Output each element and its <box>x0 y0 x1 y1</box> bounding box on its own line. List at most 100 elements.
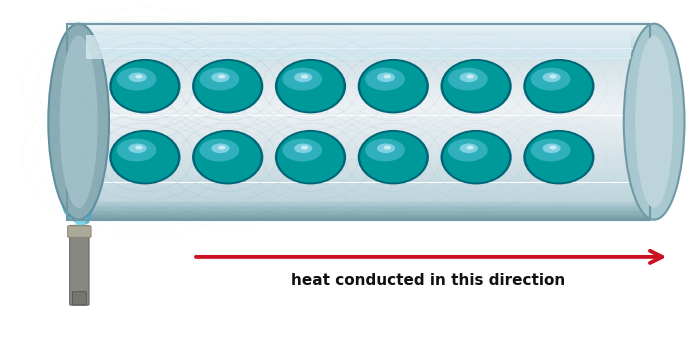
Bar <box>68 116 650 118</box>
Ellipse shape <box>549 75 557 79</box>
Ellipse shape <box>360 132 426 183</box>
Bar <box>68 135 650 138</box>
Bar <box>68 163 650 165</box>
Ellipse shape <box>440 59 512 114</box>
Bar <box>68 83 650 86</box>
Bar <box>68 91 650 93</box>
Bar <box>68 195 650 197</box>
Bar <box>68 215 650 217</box>
Bar <box>68 205 650 207</box>
Ellipse shape <box>275 130 346 185</box>
Bar <box>68 103 650 105</box>
Ellipse shape <box>135 146 143 149</box>
Ellipse shape <box>192 130 264 185</box>
Ellipse shape <box>48 24 109 220</box>
Ellipse shape <box>466 75 474 79</box>
Ellipse shape <box>109 130 181 185</box>
Bar <box>68 66 650 68</box>
Bar <box>68 153 650 155</box>
Bar <box>68 160 650 163</box>
Bar <box>68 101 650 103</box>
Bar <box>68 185 650 188</box>
Bar <box>68 158 650 160</box>
FancyBboxPatch shape <box>68 226 91 237</box>
Bar <box>68 190 650 192</box>
Ellipse shape <box>211 72 230 82</box>
Ellipse shape <box>531 68 571 91</box>
Ellipse shape <box>448 139 488 162</box>
Bar <box>68 210 650 212</box>
Ellipse shape <box>448 68 488 91</box>
Bar <box>68 125 650 128</box>
Ellipse shape <box>275 59 346 114</box>
Ellipse shape <box>117 139 157 162</box>
Bar <box>68 145 650 148</box>
Ellipse shape <box>301 75 308 79</box>
Bar <box>68 46 650 48</box>
Ellipse shape <box>282 68 322 91</box>
Bar <box>68 212 650 215</box>
Ellipse shape <box>384 75 391 79</box>
Bar <box>86 35 631 59</box>
Bar <box>68 192 650 195</box>
Ellipse shape <box>211 143 230 153</box>
Bar <box>68 73 650 76</box>
Ellipse shape <box>377 72 395 82</box>
Bar <box>68 26 650 29</box>
Ellipse shape <box>624 24 684 220</box>
Bar <box>68 155 650 158</box>
Bar <box>68 53 650 56</box>
Bar <box>68 31 650 33</box>
Bar <box>68 64 650 66</box>
Bar <box>68 61 650 63</box>
Ellipse shape <box>199 139 239 162</box>
Bar <box>68 111 650 113</box>
Bar <box>68 29 650 31</box>
Bar <box>68 168 650 170</box>
Bar <box>68 96 650 98</box>
Bar <box>68 120 650 123</box>
Bar <box>68 108 650 111</box>
Polygon shape <box>57 145 95 226</box>
Ellipse shape <box>218 75 226 79</box>
Bar <box>68 24 650 220</box>
Bar <box>68 183 650 185</box>
Bar <box>68 128 650 130</box>
Bar <box>68 39 650 41</box>
Ellipse shape <box>384 146 391 149</box>
Bar <box>68 150 650 153</box>
Ellipse shape <box>377 143 395 153</box>
Ellipse shape <box>218 146 226 149</box>
Bar <box>68 138 650 140</box>
Bar <box>68 49 650 51</box>
Ellipse shape <box>365 139 405 162</box>
Ellipse shape <box>282 139 322 162</box>
Bar <box>68 105 650 108</box>
Bar <box>68 86 650 88</box>
Ellipse shape <box>460 143 478 153</box>
Ellipse shape <box>365 68 405 91</box>
Ellipse shape <box>60 35 98 208</box>
Bar <box>68 93 650 96</box>
Bar <box>68 68 650 71</box>
Bar <box>68 81 650 83</box>
Ellipse shape <box>440 130 512 185</box>
Bar <box>68 33 650 36</box>
Ellipse shape <box>549 146 557 149</box>
Bar <box>68 130 650 133</box>
Ellipse shape <box>526 132 592 183</box>
Bar <box>68 170 650 173</box>
Ellipse shape <box>199 68 239 91</box>
Bar <box>68 133 650 135</box>
Ellipse shape <box>195 61 261 112</box>
FancyBboxPatch shape <box>72 292 86 305</box>
Bar <box>68 44 650 46</box>
Bar <box>68 143 650 145</box>
Bar <box>68 148 650 150</box>
Ellipse shape <box>635 35 673 208</box>
Ellipse shape <box>523 130 595 185</box>
Ellipse shape <box>523 59 595 114</box>
Bar <box>68 165 650 168</box>
Ellipse shape <box>294 143 313 153</box>
Ellipse shape <box>466 146 474 149</box>
